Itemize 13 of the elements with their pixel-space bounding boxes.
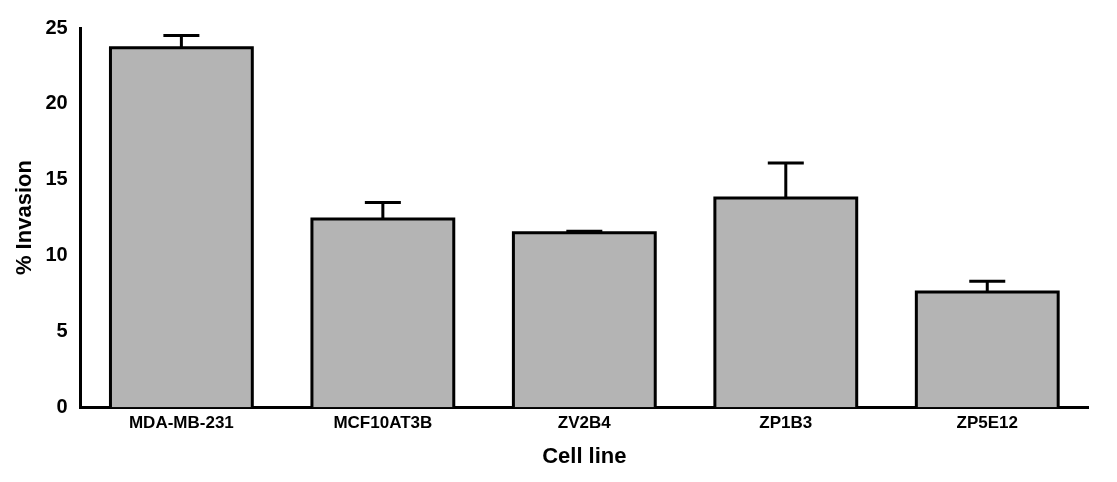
- y-tick-label: 10: [45, 243, 68, 266]
- y-tick-label: 25: [45, 15, 68, 38]
- y-tick-label: 20: [45, 91, 68, 114]
- y-tick-label: 5: [56, 318, 68, 341]
- x-tick-label: ZV2B4: [557, 413, 612, 433]
- x-tick-label: ZP5E12: [956, 413, 1018, 433]
- x-tick-label: ZP1B3: [759, 413, 813, 433]
- y-tick-label: 15: [45, 167, 68, 190]
- x-tick-label: MDA-MB-231: [128, 413, 234, 433]
- x-axis-title: Cell line: [542, 442, 627, 468]
- y-tick-label: 0: [56, 394, 68, 417]
- y-axis-title: % Invasion: [11, 160, 37, 276]
- x-tick-label: MCF10AT3B: [333, 413, 433, 433]
